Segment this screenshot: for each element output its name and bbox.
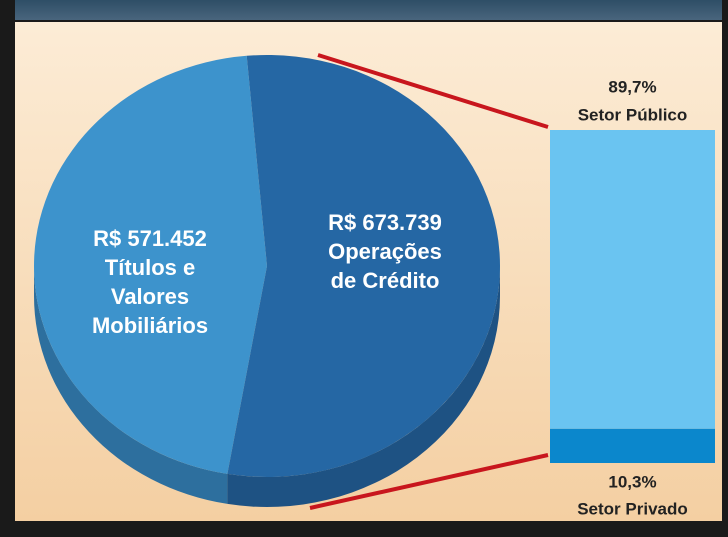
slice-value-label: R$ 571.452: [93, 226, 207, 251]
bar-value-label: 10,3%: [608, 472, 656, 491]
slice-value-label: R$ 673.739: [328, 210, 442, 235]
connector: [309, 453, 549, 510]
slice-side: [34, 266, 228, 504]
connector: [317, 53, 549, 129]
slice-label: Operações de Crédito: [328, 239, 442, 293]
plot: R$ 571.452 Títulos e Valores Mobiliários R$ …: [33, 53, 715, 518]
slice: [33, 55, 267, 474]
slice-side: [227, 266, 501, 507]
bar-segment: [550, 428, 715, 463]
slice: [227, 55, 501, 477]
bar-label: Setor Privado: [577, 499, 688, 518]
slice-label: Títulos e Valores Mobiliários: [92, 255, 208, 338]
bar-label: Setor Público: [578, 105, 688, 124]
bar-value-label: 89,7%: [608, 77, 656, 96]
bar-segment: [550, 130, 715, 429]
header-bar: [15, 0, 722, 20]
